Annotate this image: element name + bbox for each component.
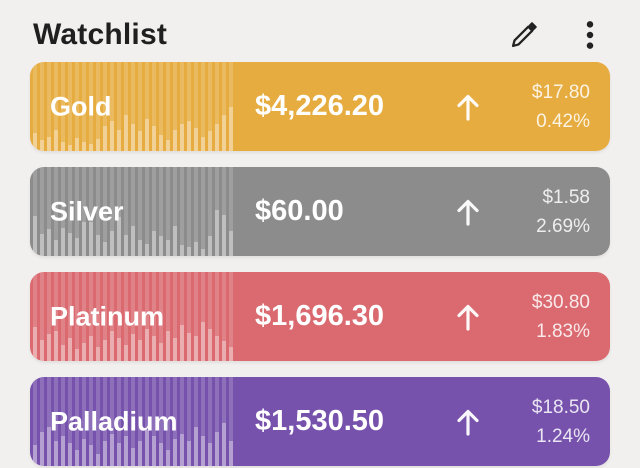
up-arrow-icon [453,406,483,438]
watchlist-row-silver[interactable]: Silver $60.00 $1.58 2.69% [30,167,610,256]
up-arrow-icon [453,91,483,123]
watchlist: Gold $4,226.20 $17.80 0.42% Silver $60.0… [0,62,640,466]
watchlist-row-platinum[interactable]: Platinum $1,696.30 $30.80 1.83% [30,272,610,361]
change-amount: $30.80 [531,291,590,313]
up-arrow-icon [453,301,483,333]
metal-name: Silver [50,196,124,226]
watchlist-row-palladium[interactable]: Palladium $1,530.50 $18.50 1.24% [30,377,610,466]
sparkline-bars [30,167,233,256]
change-amount: $1.58 [542,186,590,208]
sparkline-bars [30,377,233,466]
change-amount: $17.80 [531,81,590,103]
kebab-menu-icon [575,18,605,52]
sparkline-bars [30,272,233,361]
page-title: Watchlist [33,18,168,51]
change-percent: 0.42% [536,110,590,132]
change-percent: 2.69% [536,215,590,237]
metal-name: Palladium [50,406,178,436]
watchlist-header: Watchlist [0,0,640,62]
metal-price: $60.00 [255,195,344,227]
watchlist-row-gold[interactable]: Gold $4,226.20 $17.80 0.42% [30,62,610,151]
change-column: $1.58 2.69% [491,183,590,241]
metal-price: $1,696.30 [255,300,385,332]
change-column: $18.50 1.24% [491,393,590,451]
change-percent: 1.83% [536,320,590,342]
sparkline-bars [30,62,233,151]
metal-name: Platinum [50,301,165,331]
change-amount: $18.50 [531,396,590,418]
change-column: $17.80 0.42% [491,78,590,136]
metal-price: $4,226.20 [255,90,385,122]
pencil-icon [508,19,540,51]
menu-button[interactable] [572,17,608,53]
sparkline: Palladium [30,377,233,466]
change-percent: 1.24% [536,425,590,447]
header-actions [506,17,608,53]
sparkline: Platinum [30,272,233,361]
change-column: $30.80 1.83% [491,288,590,346]
sparkline: Gold [30,62,233,151]
edit-button[interactable] [506,17,542,53]
up-arrow-icon [453,196,483,228]
metal-price: $1,530.50 [255,405,385,437]
sparkline: Silver [30,167,233,256]
metal-name: Gold [50,91,112,121]
